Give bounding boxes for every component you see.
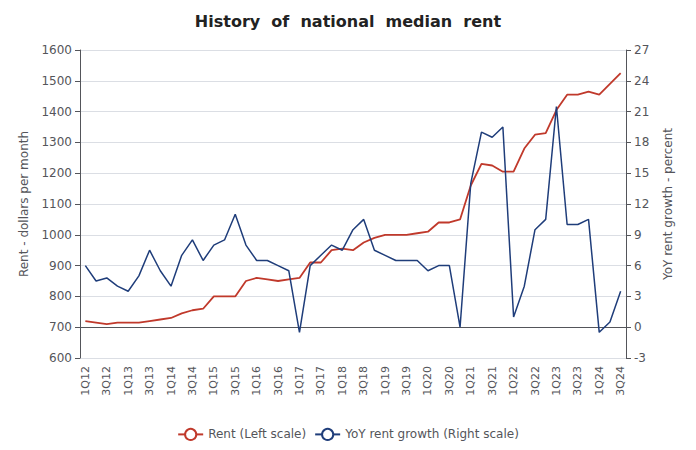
svg-text:1600: 1600 [41, 43, 72, 57]
svg-text:1Q16: 1Q16 [250, 366, 263, 396]
svg-text:1Q20: 1Q20 [421, 366, 434, 396]
svg-text:3Q22: 3Q22 [529, 366, 542, 396]
svg-text:3Q24: 3Q24 [614, 366, 627, 396]
svg-text:1Q18: 1Q18 [336, 366, 349, 396]
svg-text:1400: 1400 [41, 105, 72, 119]
svg-text:18: 18 [634, 135, 649, 149]
svg-text:3Q21: 3Q21 [486, 366, 499, 396]
svg-text:1Q24: 1Q24 [593, 366, 606, 396]
svg-text:-3: -3 [634, 351, 646, 365]
svg-text:9: 9 [634, 228, 642, 242]
svg-text:YoY rent growth (Right scale): YoY rent growth (Right scale) [344, 427, 519, 441]
svg-text:1300: 1300 [41, 135, 72, 149]
svg-text:1Q13: 1Q13 [122, 366, 135, 396]
svg-text:3Q19: 3Q19 [400, 366, 413, 396]
svg-text:1500: 1500 [41, 74, 72, 88]
svg-text:1100: 1100 [41, 197, 72, 211]
svg-text:3: 3 [634, 289, 642, 303]
svg-text:1Q14: 1Q14 [165, 366, 178, 396]
svg-text:700: 700 [49, 320, 72, 334]
svg-text:27: 27 [634, 43, 649, 57]
svg-text:1Q22: 1Q22 [507, 366, 520, 396]
svg-text:Rent (Left scale): Rent (Left scale) [208, 427, 306, 441]
svg-text:1Q15: 1Q15 [207, 366, 220, 396]
svg-text:1200: 1200 [41, 166, 72, 180]
svg-text:12: 12 [634, 197, 649, 211]
svg-text:3Q13: 3Q13 [143, 366, 156, 396]
svg-text:24: 24 [634, 74, 649, 88]
svg-text:1Q23: 1Q23 [550, 366, 563, 396]
svg-text:0: 0 [634, 320, 642, 334]
svg-text:600: 600 [49, 351, 72, 365]
svg-text:1000: 1000 [41, 228, 72, 242]
svg-text:900: 900 [49, 259, 72, 273]
svg-text:3Q16: 3Q16 [272, 366, 285, 396]
svg-text:3Q17: 3Q17 [314, 366, 327, 396]
svg-text:800: 800 [49, 289, 72, 303]
svg-text:History of national median: History of national median rent [195, 12, 502, 31]
svg-text:3Q23: 3Q23 [571, 366, 584, 396]
svg-text:1Q21: 1Q21 [464, 366, 477, 396]
svg-text:15: 15 [634, 166, 649, 180]
svg-text:1Q12: 1Q12 [79, 366, 92, 396]
svg-text:3Q14: 3Q14 [186, 366, 199, 396]
svg-text:Rent - dollars per month: Rent - dollars per month [17, 131, 31, 277]
svg-text:YoY rent growth - percent: YoY rent growth - percent [661, 128, 675, 281]
svg-text:1Q19: 1Q19 [379, 366, 392, 396]
svg-text:3Q18: 3Q18 [357, 366, 370, 396]
svg-text:3Q20: 3Q20 [443, 366, 456, 396]
svg-text:3Q15: 3Q15 [229, 366, 242, 396]
svg-text:6: 6 [634, 259, 642, 273]
svg-text:1Q17: 1Q17 [293, 366, 306, 396]
svg-text:21: 21 [634, 105, 649, 119]
svg-text:3Q12: 3Q12 [100, 366, 113, 396]
